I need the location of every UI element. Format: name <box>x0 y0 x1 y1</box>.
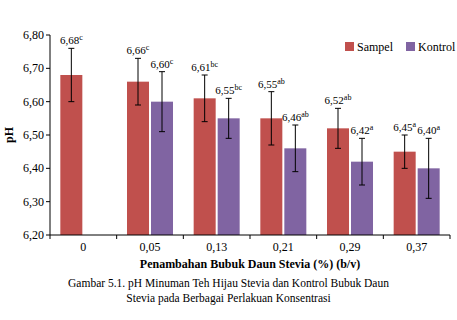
x-tick-label: 0,37 <box>406 240 427 254</box>
legend-label: Sampel <box>357 40 394 54</box>
data-label-letter: a <box>370 123 374 132</box>
data-label-letter: c <box>170 57 174 66</box>
y-tick-label: 6,70 <box>23 61 44 75</box>
data-label-value: 6,45 <box>393 121 413 133</box>
caption: Gambar 5.1. pH Minuman Teh Hijau Stevia … <box>68 277 389 290</box>
data-label: 6,55ab <box>258 77 285 90</box>
data-label-letter: a <box>437 123 441 132</box>
x-tick <box>250 235 251 239</box>
error-bar <box>159 72 165 132</box>
data-label-value: 6,66 <box>127 44 147 56</box>
caption: Stevia pada Berbagai Perlakuan Konsentra… <box>126 292 330 305</box>
y-tick <box>46 235 50 236</box>
y-tick-label: 6,60 <box>23 95 44 109</box>
data-label-letter: bc <box>235 83 243 92</box>
data-label-letter: bc <box>211 60 219 69</box>
y-tick-label: 6,50 <box>23 128 44 142</box>
data-label-letter: ab <box>277 77 285 86</box>
x-tick-label: 0,21 <box>273 240 294 254</box>
data-label: 6,55bc <box>215 83 242 96</box>
legend-swatch <box>406 42 415 51</box>
y-tick <box>46 201 50 202</box>
x-tick <box>50 235 51 239</box>
x-tick <box>450 235 451 239</box>
data-label-value: 6,52 <box>325 94 344 106</box>
y-tick-label: 6,40 <box>23 161 44 175</box>
x-tick-label: 0,05 <box>140 240 161 254</box>
x-tick <box>383 235 384 239</box>
x-tick-label: 0 <box>80 240 86 254</box>
data-label: 6,40a <box>417 123 440 136</box>
data-label: 6,60c <box>151 57 174 70</box>
y-tick <box>46 135 50 136</box>
data-label: 6,42a <box>351 123 374 136</box>
y-tick-label: 6,30 <box>23 195 44 209</box>
x-tick <box>183 235 184 239</box>
data-label-letter: ab <box>344 93 352 102</box>
data-label: 6,52ab <box>325 93 352 106</box>
y-tick <box>46 35 50 36</box>
error-bar <box>335 108 341 148</box>
data-label-value: 6,61 <box>191 61 210 73</box>
x-tick-label: 0,13 <box>206 240 227 254</box>
y-tick <box>46 168 50 169</box>
error-bar <box>202 75 208 122</box>
data-label-value: 6,55 <box>258 78 278 90</box>
data-label: 6,46ab <box>282 110 309 123</box>
data-label-value: 6,42 <box>351 124 370 136</box>
data-label-value: 6,60 <box>151 58 171 70</box>
chart: 6,20 6,30 6,40 6,50 6,60 6,70 6,80 0 0,05 0,13 0,2… <box>0 0 457 320</box>
y-axis-label: pH <box>2 126 16 143</box>
data-label: 6,61bc <box>191 60 218 73</box>
x-tick <box>316 235 317 239</box>
x-tick-label: 0,29 <box>340 240 361 254</box>
data-label: 6,68c <box>60 33 83 46</box>
data-label-letter: c <box>146 43 150 52</box>
error-bar <box>268 92 274 145</box>
error-bar <box>68 48 74 101</box>
data-label-value: 6,46 <box>282 111 302 123</box>
data-label-letter: a <box>413 120 417 129</box>
error-bar <box>426 138 432 198</box>
data-label-value: 6,40 <box>417 124 437 136</box>
y-tick <box>46 68 50 69</box>
plot-marks <box>60 48 439 235</box>
data-label-value: 6,68 <box>60 34 80 46</box>
data-label: 6,66c <box>127 43 150 56</box>
y-tick-label: 6,80 <box>23 28 44 42</box>
error-bar <box>226 98 232 138</box>
error-bar <box>359 138 365 185</box>
error-bar <box>135 58 141 105</box>
data-label-letter: c <box>79 33 83 42</box>
y-tick-label: 6,20 <box>23 228 44 242</box>
legend: Sampel Kontrol <box>345 40 456 54</box>
error-bar <box>402 135 408 168</box>
legend-swatch <box>345 42 354 51</box>
data-label-letter: ab <box>301 110 309 119</box>
error-bar <box>292 125 298 172</box>
x-tick <box>116 235 117 239</box>
data-label: 6,45a <box>393 120 416 133</box>
y-tick <box>46 101 50 102</box>
legend-label: Kontrol <box>418 40 456 54</box>
data-label-value: 6,55 <box>215 84 235 96</box>
x-axis-label: Penambahan Bubuk Daun Stevia (%) (b/v) <box>140 257 360 271</box>
